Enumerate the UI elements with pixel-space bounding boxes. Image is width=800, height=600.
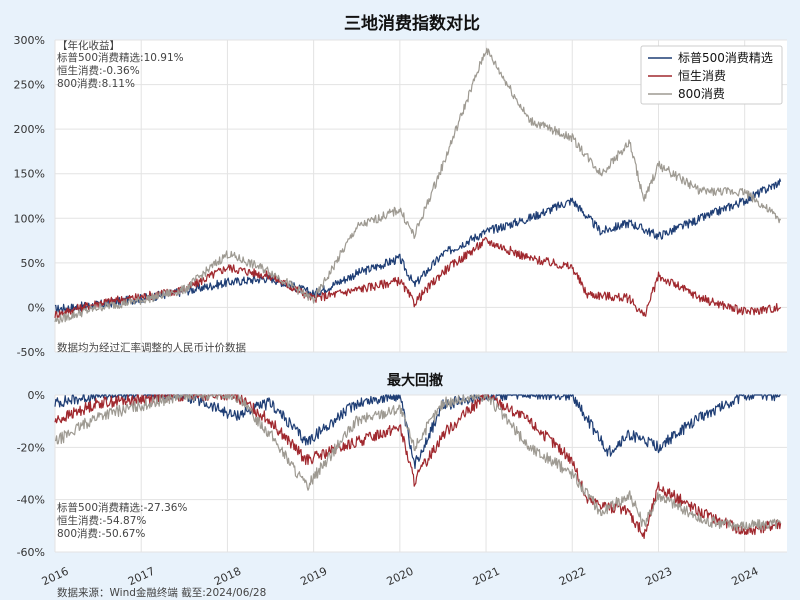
bottom-xtick-label: 2019 (298, 565, 329, 589)
annual-returns-note: 【年化收益】 标普500消费精选:10.91% 恒生消费:-0.36% 800消… (57, 39, 184, 90)
bottom-ytick-label: -20% (17, 441, 45, 454)
bottom-xtick-label: 2023 (643, 565, 674, 589)
top-ytick-label: 250% (14, 79, 45, 92)
top-ytick-label: 150% (14, 168, 45, 181)
top-series-line-2 (54, 47, 782, 325)
drawdown-csi800: 800消费:-50.67% (57, 527, 145, 540)
top-ytick-label: -50% (17, 346, 45, 359)
bottom-xtick-label: 2016 (40, 565, 71, 589)
top-panel: 300% 250% 200% 150% 100% 50% 0% -50% 【年化收益】 标普5… (14, 34, 787, 359)
top-ytick-label: 0% (28, 301, 45, 314)
bottom-xtick-label: 2018 (212, 565, 243, 589)
bottom-xtick-label: 2020 (385, 565, 416, 589)
chart-title: 三地消费指数对比 (344, 13, 480, 34)
currency-note: 数据均为经过汇率调整的人民币计价数据 (57, 341, 246, 354)
annual-return-header: 【年化收益】 (57, 39, 120, 52)
legend-label-sp500: 标普500消费精选 (678, 51, 773, 65)
bottom-plot-area (55, 395, 787, 552)
drawdown-sp500: 标普500消费精选:-27.36% (57, 501, 187, 514)
drawdown-hs: 恒生消费:-54.87% (57, 514, 146, 527)
top-ytick-label: 100% (14, 212, 45, 225)
bottom-xtick-label: 2021 (471, 565, 502, 589)
drawdown-title: 最大回撤 (387, 372, 443, 389)
bottom-series-line-2 (55, 394, 782, 532)
bottom-xtick-label: 2024 (729, 565, 760, 589)
data-source: 数据来源：Wind金融终端 截至:2024/06/28 (57, 586, 266, 599)
bottom-ytick-label: -60% (17, 546, 45, 559)
bottom-ytick-label: 0% (28, 389, 45, 402)
legend-label-hs: 恒生消费 (678, 69, 726, 83)
top-ytick-label: 200% (14, 123, 45, 136)
bottom-xtick-label: 2022 (557, 565, 588, 589)
bottom-panel: 0% -20% -40% -60% 2016 2017 2018 2019 2020 2021 2… (17, 389, 787, 588)
annual-return-sp500: 标普500消费精选:10.91% (57, 51, 184, 64)
top-ytick-label: 50% (21, 257, 45, 270)
annual-return-csi800: 800消费:8.11% (57, 77, 135, 90)
top-series-line-1 (54, 236, 782, 319)
legend-box (640, 45, 783, 105)
bottom-ytick-label: -40% (17, 494, 45, 507)
bottom-xtick-label: 2017 (126, 565, 157, 589)
annual-return-hs: 恒生消费:-0.36% (57, 64, 140, 77)
top-ytick-label: 300% (14, 34, 45, 47)
drawdown-note: 标普500消费精选:-27.36% 恒生消费:-54.87% 800消费:-50… (57, 501, 187, 540)
legend: 标普500消费精选 恒生消费 800消费 (640, 45, 783, 105)
legend-label-csi800: 800消费 (678, 87, 725, 101)
